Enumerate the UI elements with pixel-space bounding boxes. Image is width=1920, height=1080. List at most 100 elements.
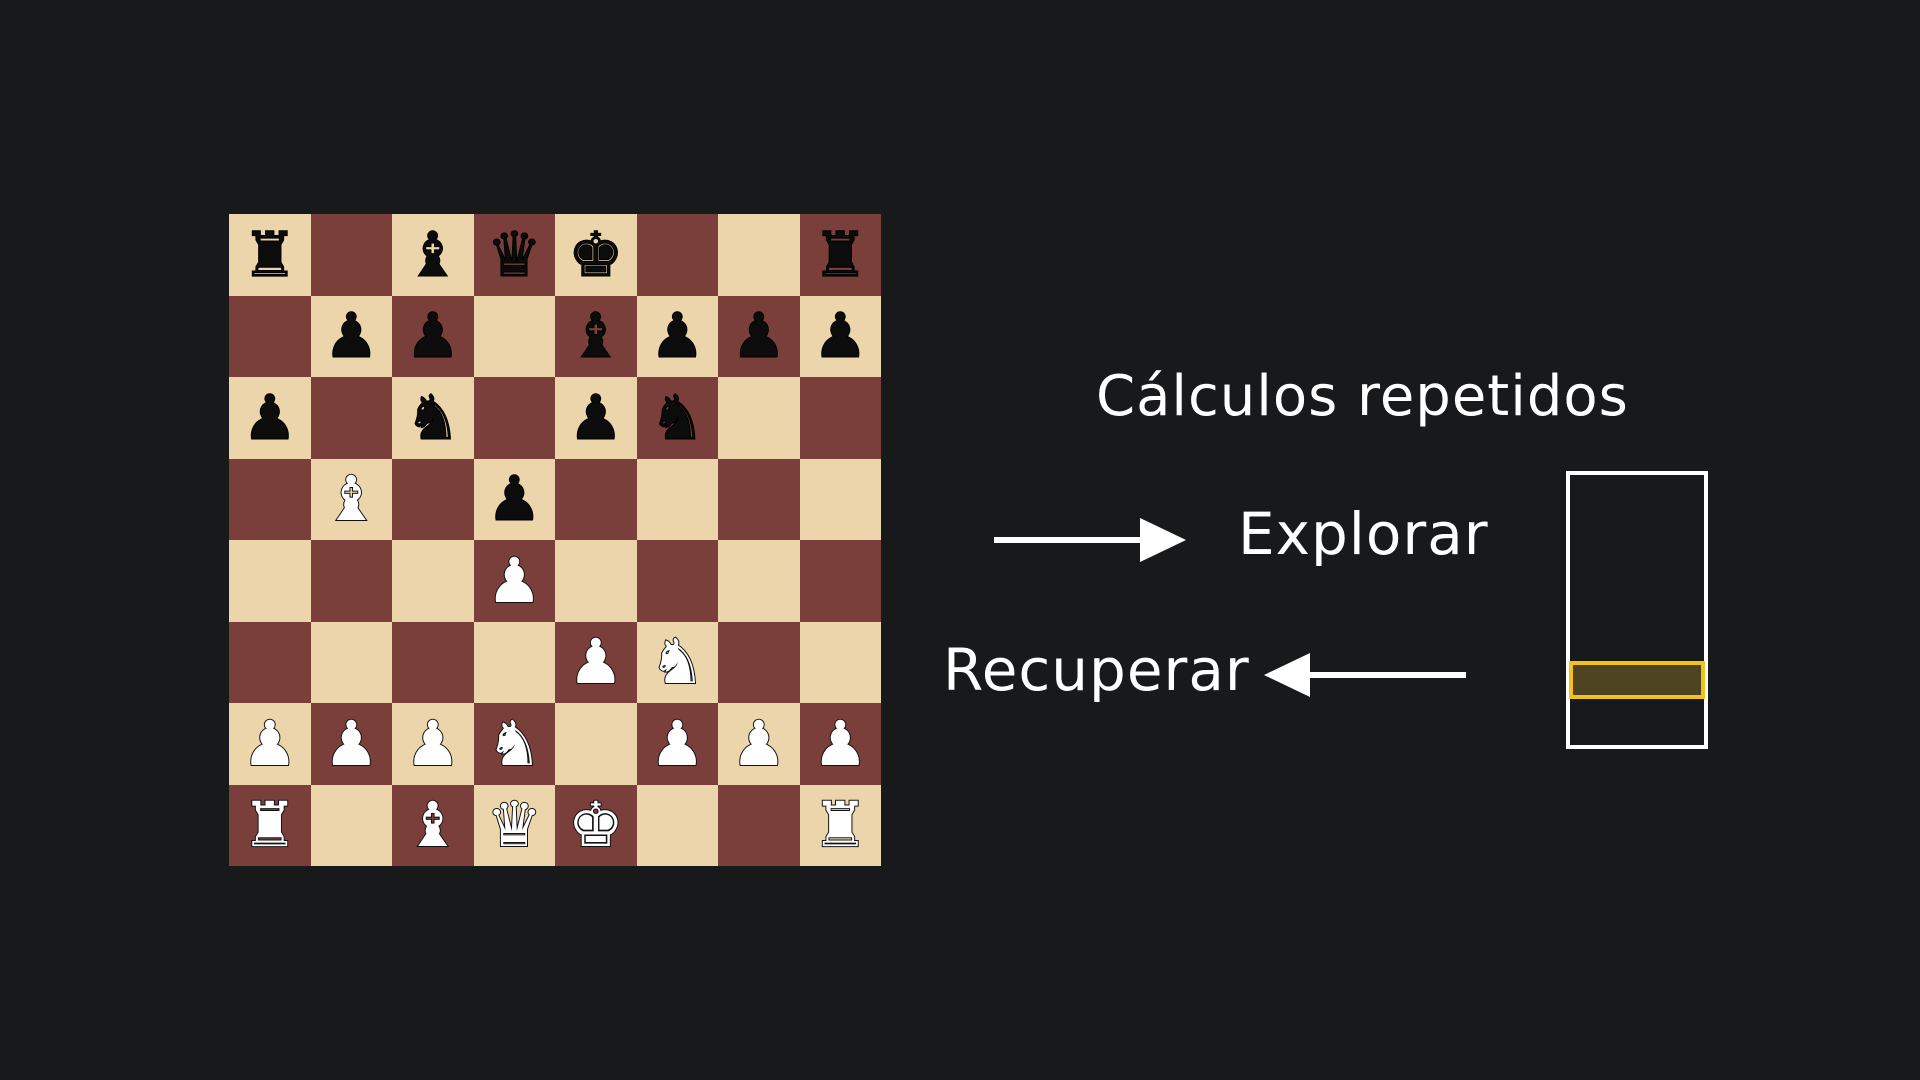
explore-arrow-head xyxy=(1140,518,1186,562)
square-a3 xyxy=(229,621,311,703)
square-g6 xyxy=(718,377,800,459)
square-g5 xyxy=(718,458,800,540)
black-pawn-icon: ♟ xyxy=(812,299,869,373)
square-f4 xyxy=(636,540,718,622)
white-king-icon: ♚ xyxy=(567,788,625,862)
chess-board: ♜ ♝ ♛ ♚ ♜ ♟ ♟ ♝ ♟ ♟ ♟ ♟ ♞ ♟ ♞ ♝ ♟ ♟ ♟ ♞ ♟ ♟ ♟ ♞ ♟ ♟ ♟ ♜ ♝ ♛ ♚ ♜ xyxy=(229,214,881,866)
black-pawn-icon: ♟ xyxy=(323,299,380,373)
square-e8: ♚ xyxy=(555,214,637,296)
black-rook-icon: ♜ xyxy=(812,217,869,291)
black-bishop-icon: ♝ xyxy=(404,217,461,291)
square-d7 xyxy=(473,295,555,377)
square-d4: ♟ xyxy=(473,540,555,622)
square-f7: ♟ xyxy=(636,295,718,377)
square-h2: ♟ xyxy=(799,703,881,785)
square-c2: ♟ xyxy=(392,703,474,785)
square-g8 xyxy=(718,214,800,296)
square-d1: ♛ xyxy=(473,784,555,866)
white-queen-icon: ♛ xyxy=(485,788,543,862)
square-b6 xyxy=(310,377,392,459)
white-pawn-icon: ♟ xyxy=(404,706,462,780)
square-a1: ♜ xyxy=(229,784,311,866)
square-c1: ♝ xyxy=(392,784,474,866)
square-g3 xyxy=(718,621,800,703)
square-h6 xyxy=(799,377,881,459)
square-h4 xyxy=(799,540,881,622)
square-h7: ♟ xyxy=(799,295,881,377)
square-g1 xyxy=(718,784,800,866)
square-h8: ♜ xyxy=(799,214,881,296)
black-knight-icon: ♞ xyxy=(649,380,706,454)
square-e1: ♚ xyxy=(555,784,637,866)
white-pawn-icon: ♟ xyxy=(648,706,706,780)
white-bishop-icon: ♝ xyxy=(322,462,380,536)
white-rook-icon: ♜ xyxy=(241,788,299,862)
slide-title: Cálculos repetidos xyxy=(1096,364,1629,429)
white-bishop-icon: ♝ xyxy=(404,788,462,862)
white-pawn-icon: ♟ xyxy=(811,706,869,780)
black-pawn-icon: ♟ xyxy=(486,462,543,536)
square-f2: ♟ xyxy=(636,703,718,785)
square-b1 xyxy=(310,784,392,866)
square-b3 xyxy=(310,621,392,703)
black-pawn-icon: ♟ xyxy=(649,299,706,373)
square-h5 xyxy=(799,458,881,540)
square-e6: ♟ xyxy=(555,377,637,459)
black-pawn-icon: ♟ xyxy=(730,299,787,373)
square-g7: ♟ xyxy=(718,295,800,377)
square-c6: ♞ xyxy=(392,377,474,459)
white-pawn-icon: ♟ xyxy=(322,706,380,780)
square-g4 xyxy=(718,540,800,622)
square-h3 xyxy=(799,621,881,703)
square-e2 xyxy=(555,703,637,785)
square-a8: ♜ xyxy=(229,214,311,296)
square-a2: ♟ xyxy=(229,703,311,785)
black-bishop-icon: ♝ xyxy=(567,299,624,373)
square-d8: ♛ xyxy=(473,214,555,296)
square-b7: ♟ xyxy=(310,295,392,377)
square-c8: ♝ xyxy=(392,214,474,296)
white-pawn-icon: ♟ xyxy=(241,706,299,780)
square-b4 xyxy=(310,540,392,622)
square-a7 xyxy=(229,295,311,377)
explore-label: Explorar xyxy=(1238,500,1489,568)
square-e3: ♟ xyxy=(555,621,637,703)
square-c3 xyxy=(392,621,474,703)
square-d2: ♞ xyxy=(473,703,555,785)
square-f1 xyxy=(636,784,718,866)
square-d5: ♟ xyxy=(473,458,555,540)
square-g2: ♟ xyxy=(718,703,800,785)
black-pawn-icon: ♟ xyxy=(241,380,298,454)
square-e7: ♝ xyxy=(555,295,637,377)
square-a5 xyxy=(229,458,311,540)
explore-arrow-icon xyxy=(994,518,1186,562)
white-knight-icon: ♞ xyxy=(648,625,706,699)
recover-label: Recuperar xyxy=(943,636,1250,704)
black-queen-icon: ♛ xyxy=(486,217,543,291)
black-knight-icon: ♞ xyxy=(404,380,461,454)
white-rook-icon: ♜ xyxy=(811,788,869,862)
square-f8 xyxy=(636,214,718,296)
square-a4 xyxy=(229,540,311,622)
white-knight-icon: ♞ xyxy=(485,706,543,780)
square-e5 xyxy=(555,458,637,540)
square-d6 xyxy=(473,377,555,459)
white-pawn-icon: ♟ xyxy=(485,543,543,617)
white-pawn-icon: ♟ xyxy=(567,625,625,699)
square-h1: ♜ xyxy=(799,784,881,866)
square-c7: ♟ xyxy=(392,295,474,377)
square-c4 xyxy=(392,540,474,622)
black-rook-icon: ♜ xyxy=(241,217,298,291)
square-f3: ♞ xyxy=(636,621,718,703)
square-b5: ♝ xyxy=(310,458,392,540)
square-f6: ♞ xyxy=(636,377,718,459)
black-pawn-icon: ♟ xyxy=(567,380,624,454)
black-king-icon: ♚ xyxy=(567,217,624,291)
recover-arrow-head xyxy=(1264,653,1310,697)
square-b2: ♟ xyxy=(310,703,392,785)
black-pawn-icon: ♟ xyxy=(404,299,461,373)
square-a6: ♟ xyxy=(229,377,311,459)
square-d3 xyxy=(473,621,555,703)
white-pawn-icon: ♟ xyxy=(730,706,788,780)
